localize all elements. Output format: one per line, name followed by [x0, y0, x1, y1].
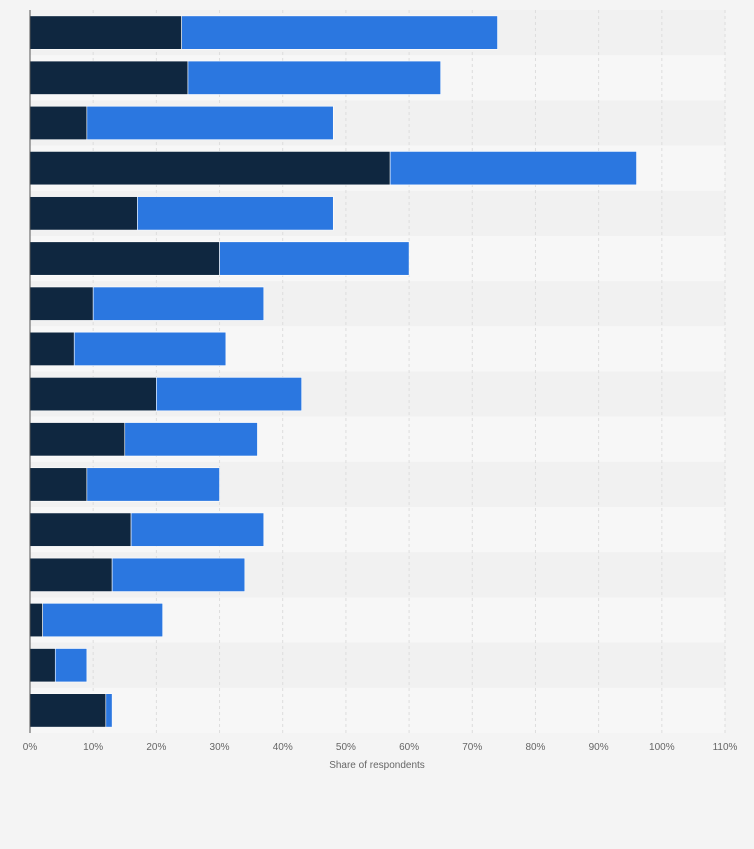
bar-segment-series-2 [389, 151, 637, 186]
bar-segment-series-2 [181, 15, 498, 50]
x-tick-label: 60% [399, 742, 419, 753]
bars [29, 15, 637, 728]
bar-segment-series-1 [29, 512, 132, 547]
x-tick-label: 40% [273, 742, 293, 753]
bar-segment-series-1 [29, 603, 43, 638]
bar-segment-series-1 [29, 422, 126, 457]
bar-segment-series-2 [219, 241, 410, 276]
bar-segment-series-1 [29, 60, 189, 95]
bar-segment-series-2 [156, 377, 302, 412]
bar-segment-series-1 [29, 241, 220, 276]
x-tick-label: 70% [462, 742, 482, 753]
bar-segment-series-2 [54, 648, 88, 683]
x-tick-label: 80% [525, 742, 545, 753]
bar-segment-series-1 [29, 196, 138, 231]
bar-segment-series-1 [29, 377, 157, 412]
x-tick-label: 10% [83, 742, 103, 753]
bar-segment-series-1 [29, 693, 107, 728]
x-tick-label: 110% [713, 742, 738, 753]
bar-segment-series-2 [73, 331, 227, 366]
bar-segment-series-1 [29, 286, 94, 321]
x-tick-label: 90% [589, 742, 609, 753]
x-tick-label: 30% [210, 742, 230, 753]
bar-segment-series-2 [111, 557, 246, 592]
bar-segment-series-1 [29, 331, 75, 366]
x-axis-title: Share of respondents [329, 760, 425, 771]
bar-segment-series-2 [86, 467, 220, 502]
x-tick-label: 0% [23, 742, 38, 753]
x-tick-label: 50% [336, 742, 356, 753]
x-tick-labels: 0% 10% 20% 30% 40% 50% 60% 70% 80% 90% 100% 110% [23, 742, 738, 753]
bar-segment-series-2 [130, 512, 265, 547]
bar-segment-series-2 [86, 105, 334, 140]
bar-segment-series-1 [29, 467, 88, 502]
plot-band [30, 642, 725, 688]
bar-segment-series-1 [29, 151, 391, 186]
bar-segment-series-1 [29, 648, 56, 683]
x-tick-label: 20% [146, 742, 166, 753]
plot-band [30, 687, 725, 733]
bar-segment-series-2 [42, 603, 163, 638]
bar-segment-series-2 [92, 286, 265, 321]
bar-segment-series-2 [124, 422, 258, 457]
bar-segment-series-2 [137, 196, 334, 231]
x-tick-label: 100% [649, 742, 675, 753]
bar-segment-series-2 [187, 60, 441, 95]
bar-segment-series-1 [29, 105, 88, 140]
bar-segment-series-2 [105, 693, 113, 728]
bar-segment-series-1 [29, 15, 182, 50]
bar-segment-series-1 [29, 557, 113, 592]
gridlines [92, 10, 726, 733]
